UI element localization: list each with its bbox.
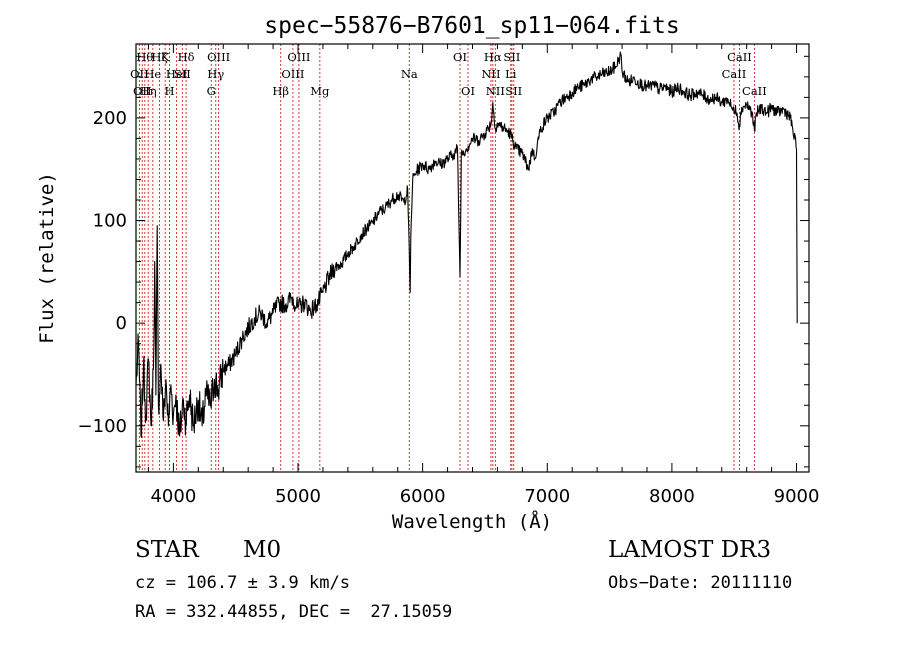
line-marker-label: G — [207, 84, 216, 98]
line-marker-label: OIII — [207, 50, 230, 64]
line-marker-label: NII — [481, 67, 500, 81]
y-axis-label: Flux (relative) — [36, 172, 58, 344]
line-marker-label: Hθ — [136, 50, 153, 64]
object-class: STAR — [135, 537, 199, 563]
survey-label: LAMOST DR3 — [608, 537, 772, 563]
y-tick-label: 100 — [93, 211, 127, 232]
line-marker-label: Hη — [140, 84, 157, 98]
line-marker-label: OIII — [287, 50, 310, 64]
line-marker-label: Hδ — [178, 50, 195, 64]
x-tick-label: 5000 — [275, 486, 321, 507]
spectrum-line — [135, 51, 798, 438]
line-marker-label: Hζ — [151, 50, 167, 64]
plot-frame — [135, 43, 810, 473]
coordinates-text: RA = 332.44855, DEC = 27.15059 — [135, 602, 453, 622]
emission-line-markers — [138, 44, 755, 472]
line-marker-label: OII — [133, 84, 152, 98]
line-marker-label: CaII — [742, 84, 767, 98]
line-marker-label: SII — [505, 84, 522, 98]
line-marker-label: H — [165, 84, 175, 98]
line-marker-label: Mg — [310, 84, 330, 98]
x-tick-label: 8000 — [649, 486, 695, 507]
emission-line-labels: OIIOIIHθHηHeHζKHHeISIIHδGHγOIIIHβOIIIOII… — [130, 50, 767, 98]
line-marker-label: NII — [486, 84, 505, 98]
y-tick-label: −100 — [78, 416, 127, 437]
line-marker-label: SII — [503, 50, 520, 64]
line-marker-label: OIII — [281, 67, 304, 81]
line-marker-label: Hα — [484, 50, 502, 64]
line-marker-label: HeI — [166, 67, 187, 81]
x-tick-label: 4000 — [150, 486, 196, 507]
line-marker-label: OI — [453, 50, 467, 64]
line-marker-label: He — [144, 67, 161, 81]
line-marker-label: Na — [401, 67, 418, 81]
x-tick-label: 6000 — [400, 486, 446, 507]
x-axis-label: Wavelength (Å) — [392, 510, 552, 533]
line-marker-label: OII — [130, 67, 149, 81]
line-marker-label: K — [161, 50, 170, 64]
y-tick-label: 200 — [93, 108, 127, 129]
obs-date-text: Obs−Date: 20111110 — [608, 573, 793, 593]
line-marker-label: CaII — [727, 50, 752, 64]
x-axis: 4000 5000 6000 7000 8000 9000 — [147, 44, 820, 507]
redshift-text: cz = 106.7 ± 3.9 km/s — [135, 573, 350, 593]
line-marker-label: CaII — [722, 67, 747, 81]
y-axis: −100 0 100 200 — [78, 55, 809, 468]
line-marker-label: SII — [174, 67, 191, 81]
chart-title: spec−55876−B7601_sp11−064.fits — [264, 13, 679, 39]
object-subclass: M0 — [243, 537, 282, 563]
line-marker-label: Hγ — [207, 67, 224, 81]
x-tick-label: 7000 — [524, 486, 570, 507]
line-marker-label: Li — [505, 67, 517, 81]
line-marker-label: Hβ — [272, 84, 289, 98]
line-marker-label: OI — [461, 84, 475, 98]
x-tick-label: 9000 — [774, 486, 820, 507]
y-tick-label: 0 — [116, 313, 127, 334]
